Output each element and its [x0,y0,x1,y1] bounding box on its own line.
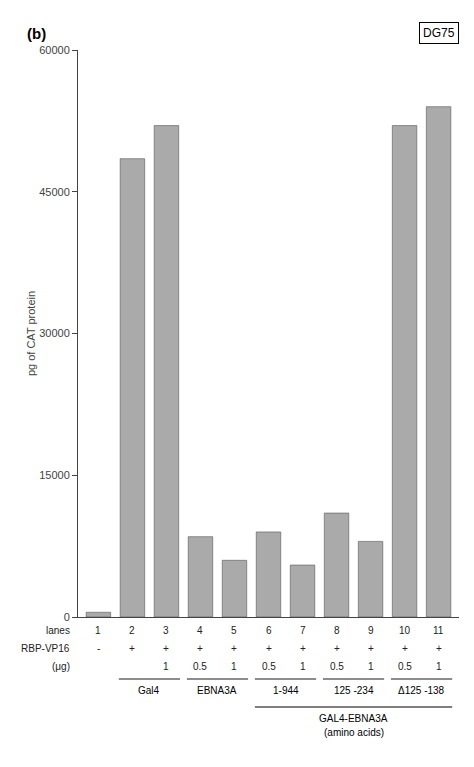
svg-text:2: 2 [129,625,135,636]
svg-text:60000: 60000 [39,44,70,56]
svg-text:DG75: DG75 [423,26,455,40]
svg-text:(b): (b) [27,25,46,42]
svg-text:1-944: 1-944 [273,685,299,696]
svg-text:1: 1 [368,661,374,672]
svg-text:4: 4 [197,625,203,636]
svg-text:Gal4: Gal4 [138,685,160,696]
svg-text:6: 6 [266,625,272,636]
svg-text:-: - [97,643,100,654]
svg-text:9: 9 [368,625,374,636]
svg-text:RBP-VP16: RBP-VP16 [21,643,70,654]
svg-text:1: 1 [436,661,442,672]
svg-text:0.5: 0.5 [193,661,207,672]
svg-text:45000: 45000 [39,186,70,198]
svg-text:5: 5 [231,625,237,636]
svg-text:EBNA3A: EBNA3A [197,685,237,696]
svg-text:+: + [368,643,374,654]
svg-text:0.5: 0.5 [398,661,412,672]
svg-text:lanes: lanes [46,625,70,636]
svg-text:10: 10 [399,625,411,636]
svg-text:pg of CAT protein: pg of CAT protein [25,291,37,376]
svg-text:+: + [436,643,442,654]
svg-text:+: + [197,643,203,654]
svg-text:0.5: 0.5 [330,661,344,672]
svg-text:(amino acids): (amino acids) [324,727,384,738]
svg-text:+: + [266,643,272,654]
svg-text:+: + [163,643,169,654]
svg-text:+: + [231,643,237,654]
svg-text:1: 1 [163,661,169,672]
svg-text:3: 3 [163,625,169,636]
svg-text:+: + [300,643,306,654]
svg-text:15000: 15000 [39,469,70,481]
svg-text:(μg): (μg) [52,661,70,672]
svg-text:Δ125 -138: Δ125 -138 [398,685,445,696]
svg-text:125 -234: 125 -234 [334,685,374,696]
svg-text:0: 0 [64,611,70,623]
svg-text:+: + [334,643,340,654]
svg-text:1: 1 [95,625,101,636]
svg-text:8: 8 [334,625,340,636]
svg-text:30000: 30000 [39,327,70,339]
svg-text:1: 1 [300,661,306,672]
svg-text:7: 7 [300,625,306,636]
svg-text:1: 1 [231,661,237,672]
svg-text:0.5: 0.5 [262,661,276,672]
svg-text:+: + [402,643,408,654]
svg-text:GAL4-EBNA3A: GAL4-EBNA3A [319,713,388,724]
svg-text:11: 11 [433,625,444,636]
svg-text:+: + [129,643,135,654]
